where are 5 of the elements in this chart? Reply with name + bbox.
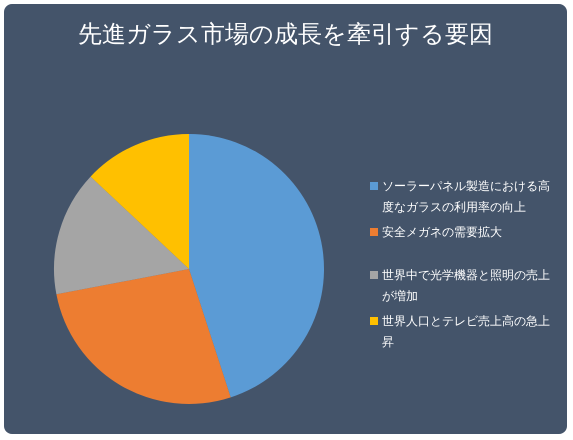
legend-label: ソーラーパネル製造における高度なガラスの利用率の向上	[381, 178, 551, 216]
legend-label: 世界中で光学機器と照明の売上が増加	[381, 267, 551, 305]
chart-title: 先進ガラス市場の成長を牽引する要因	[77, 19, 494, 50]
legend-label: 世界人口とテレビ売上高の急上昇	[381, 313, 551, 351]
legend-label: 安全メガネの需要拡大	[381, 224, 503, 241]
